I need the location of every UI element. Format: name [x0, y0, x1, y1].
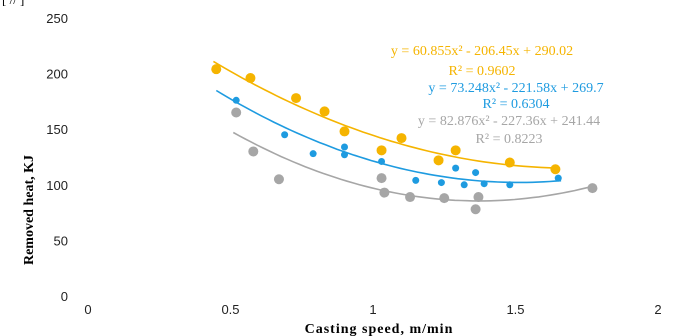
data-point	[450, 145, 461, 156]
data-point	[339, 126, 350, 137]
data-point	[554, 174, 562, 182]
data-point	[291, 93, 302, 104]
trendline-1	[212, 60, 559, 169]
data-point	[587, 183, 598, 194]
data-point	[273, 174, 284, 185]
x-axis-title: Casting speed, m/min	[305, 322, 454, 336]
data-point	[473, 192, 484, 203]
y-tick-label: 150	[46, 122, 68, 137]
data-point	[376, 173, 387, 184]
y-tick-label: 50	[54, 233, 68, 248]
equation-2: y = 73.248x² - 221.58x + 269.7	[428, 81, 603, 96]
data-point	[231, 107, 242, 118]
y-tick-label: 200	[46, 67, 68, 82]
data-point	[439, 193, 450, 204]
y-axis-ticks: 0 50 100 150 200 250	[46, 11, 68, 304]
y-tick-label: 250	[46, 11, 68, 26]
data-point	[437, 179, 445, 187]
data-point	[211, 64, 222, 75]
data-point	[460, 181, 468, 189]
data-point	[281, 131, 289, 139]
data-point	[506, 181, 514, 189]
data-point	[245, 73, 256, 84]
data-point	[470, 204, 481, 215]
x-tick-label: 2	[654, 302, 661, 317]
data-point	[309, 150, 317, 158]
data-point	[405, 192, 416, 203]
r-squared-3: R² = 0.8223	[476, 132, 543, 147]
data-point	[341, 151, 348, 159]
data-point	[376, 145, 387, 156]
data-point	[379, 187, 390, 198]
x-axis-ticks: 0 0.5 1 1.5 2	[84, 302, 661, 317]
r-squared-2: R² = 0.6304	[483, 97, 550, 112]
data-point	[412, 176, 420, 184]
y-tick-label: 100	[46, 178, 68, 193]
r-squared-1: R² = 0.9602	[449, 64, 516, 79]
data-point	[472, 169, 480, 177]
data-point	[452, 164, 460, 172]
data-point	[480, 180, 488, 188]
data-points	[211, 64, 598, 215]
trendline-equations: y = 60.855x² - 206.45x + 290.02 R² = 0.96…	[391, 44, 604, 147]
data-point	[433, 155, 444, 166]
data-point	[504, 157, 515, 168]
data-point	[550, 164, 561, 175]
data-point	[378, 157, 386, 165]
trendline-2	[215, 89, 562, 184]
x-tick-label: 0	[84, 302, 91, 317]
y-axis-title: Removed heat, KJ	[22, 155, 37, 265]
header-fragment: [ // ]	[2, 0, 24, 8]
data-point	[319, 106, 330, 117]
data-point	[248, 146, 259, 157]
equation-3: y = 82.876x² - 227.36x + 241.44	[418, 114, 600, 129]
equation-1: y = 60.855x² - 206.45x + 290.02	[391, 44, 573, 59]
x-tick-label: 1	[369, 302, 376, 317]
data-point	[396, 133, 407, 144]
x-tick-label: 1.5	[506, 302, 524, 317]
data-point	[232, 96, 240, 104]
y-tick-label: 0	[61, 289, 68, 304]
data-point	[341, 143, 348, 151]
x-tick-label: 0.5	[221, 302, 239, 317]
